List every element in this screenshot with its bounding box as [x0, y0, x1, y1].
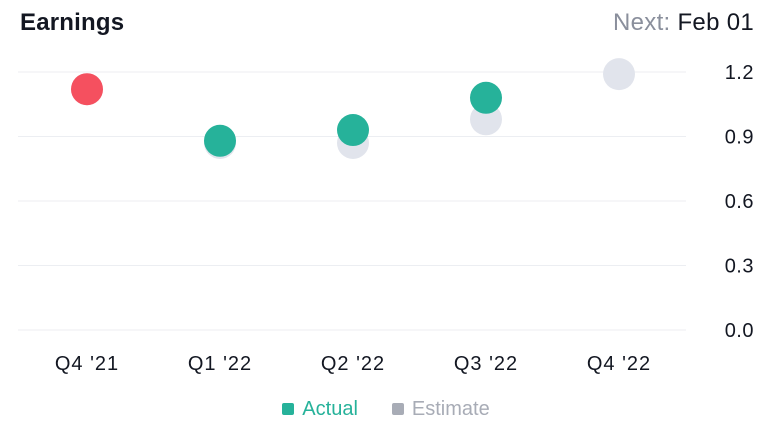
actual-point[interactable]	[470, 81, 502, 114]
actual-point[interactable]	[71, 73, 103, 106]
estimate-point[interactable]	[603, 58, 635, 91]
next-label: Next:	[612, 9, 671, 36]
y-tick-label: 0.0	[725, 320, 754, 342]
x-tick-label: Q3 '22	[454, 353, 518, 375]
legend-actual-label: Actual	[302, 397, 358, 420]
earnings-header: Earnings Next: Feb 01	[0, 0, 772, 50]
x-tick-label: Q1 '22	[188, 353, 252, 375]
actual-point[interactable]	[204, 124, 236, 157]
chart-title: Earnings	[20, 9, 125, 36]
x-tick-label: Q4 '22	[587, 353, 651, 375]
y-tick-label: 1.2	[725, 62, 754, 84]
actual-points	[71, 73, 502, 157]
y-tick-label: 0.3	[725, 256, 754, 278]
legend-actual-swatch	[282, 403, 295, 415]
y-tick-label: 0.9	[725, 127, 754, 149]
y-axis-tick-labels: 1.2 0.9 0.6 0.3 0.0	[725, 62, 754, 342]
legend-item-actual[interactable]: Actual	[282, 398, 358, 421]
x-tick-label: Q2 '22	[321, 353, 385, 375]
x-tick-label: Q4 '21	[55, 353, 119, 375]
legend-estimate-label: Estimate	[411, 397, 490, 420]
next-earnings-date: Next: Feb 01	[613, 9, 754, 37]
x-axis-tick-labels: Q4 '21 Q1 '22 Q2 '22 Q3 '22 Q4 '22	[55, 353, 651, 375]
legend-item-estimate[interactable]: Estimate	[391, 397, 490, 421]
grid-lines	[18, 71, 686, 331]
actual-point[interactable]	[337, 114, 369, 147]
earnings-scatter-chart: 1.2 0.9 0.6 0.3 0.0 Q4 '21 Q1 '22 Q2 '22 Q3 '22…	[18, 58, 754, 375]
chart-legend: Actual Estimate	[0, 395, 772, 423]
next-date-value: Feb 01	[677, 9, 754, 36]
y-tick-label: 0.6	[725, 191, 754, 213]
legend-estimate-swatch	[391, 403, 404, 415]
